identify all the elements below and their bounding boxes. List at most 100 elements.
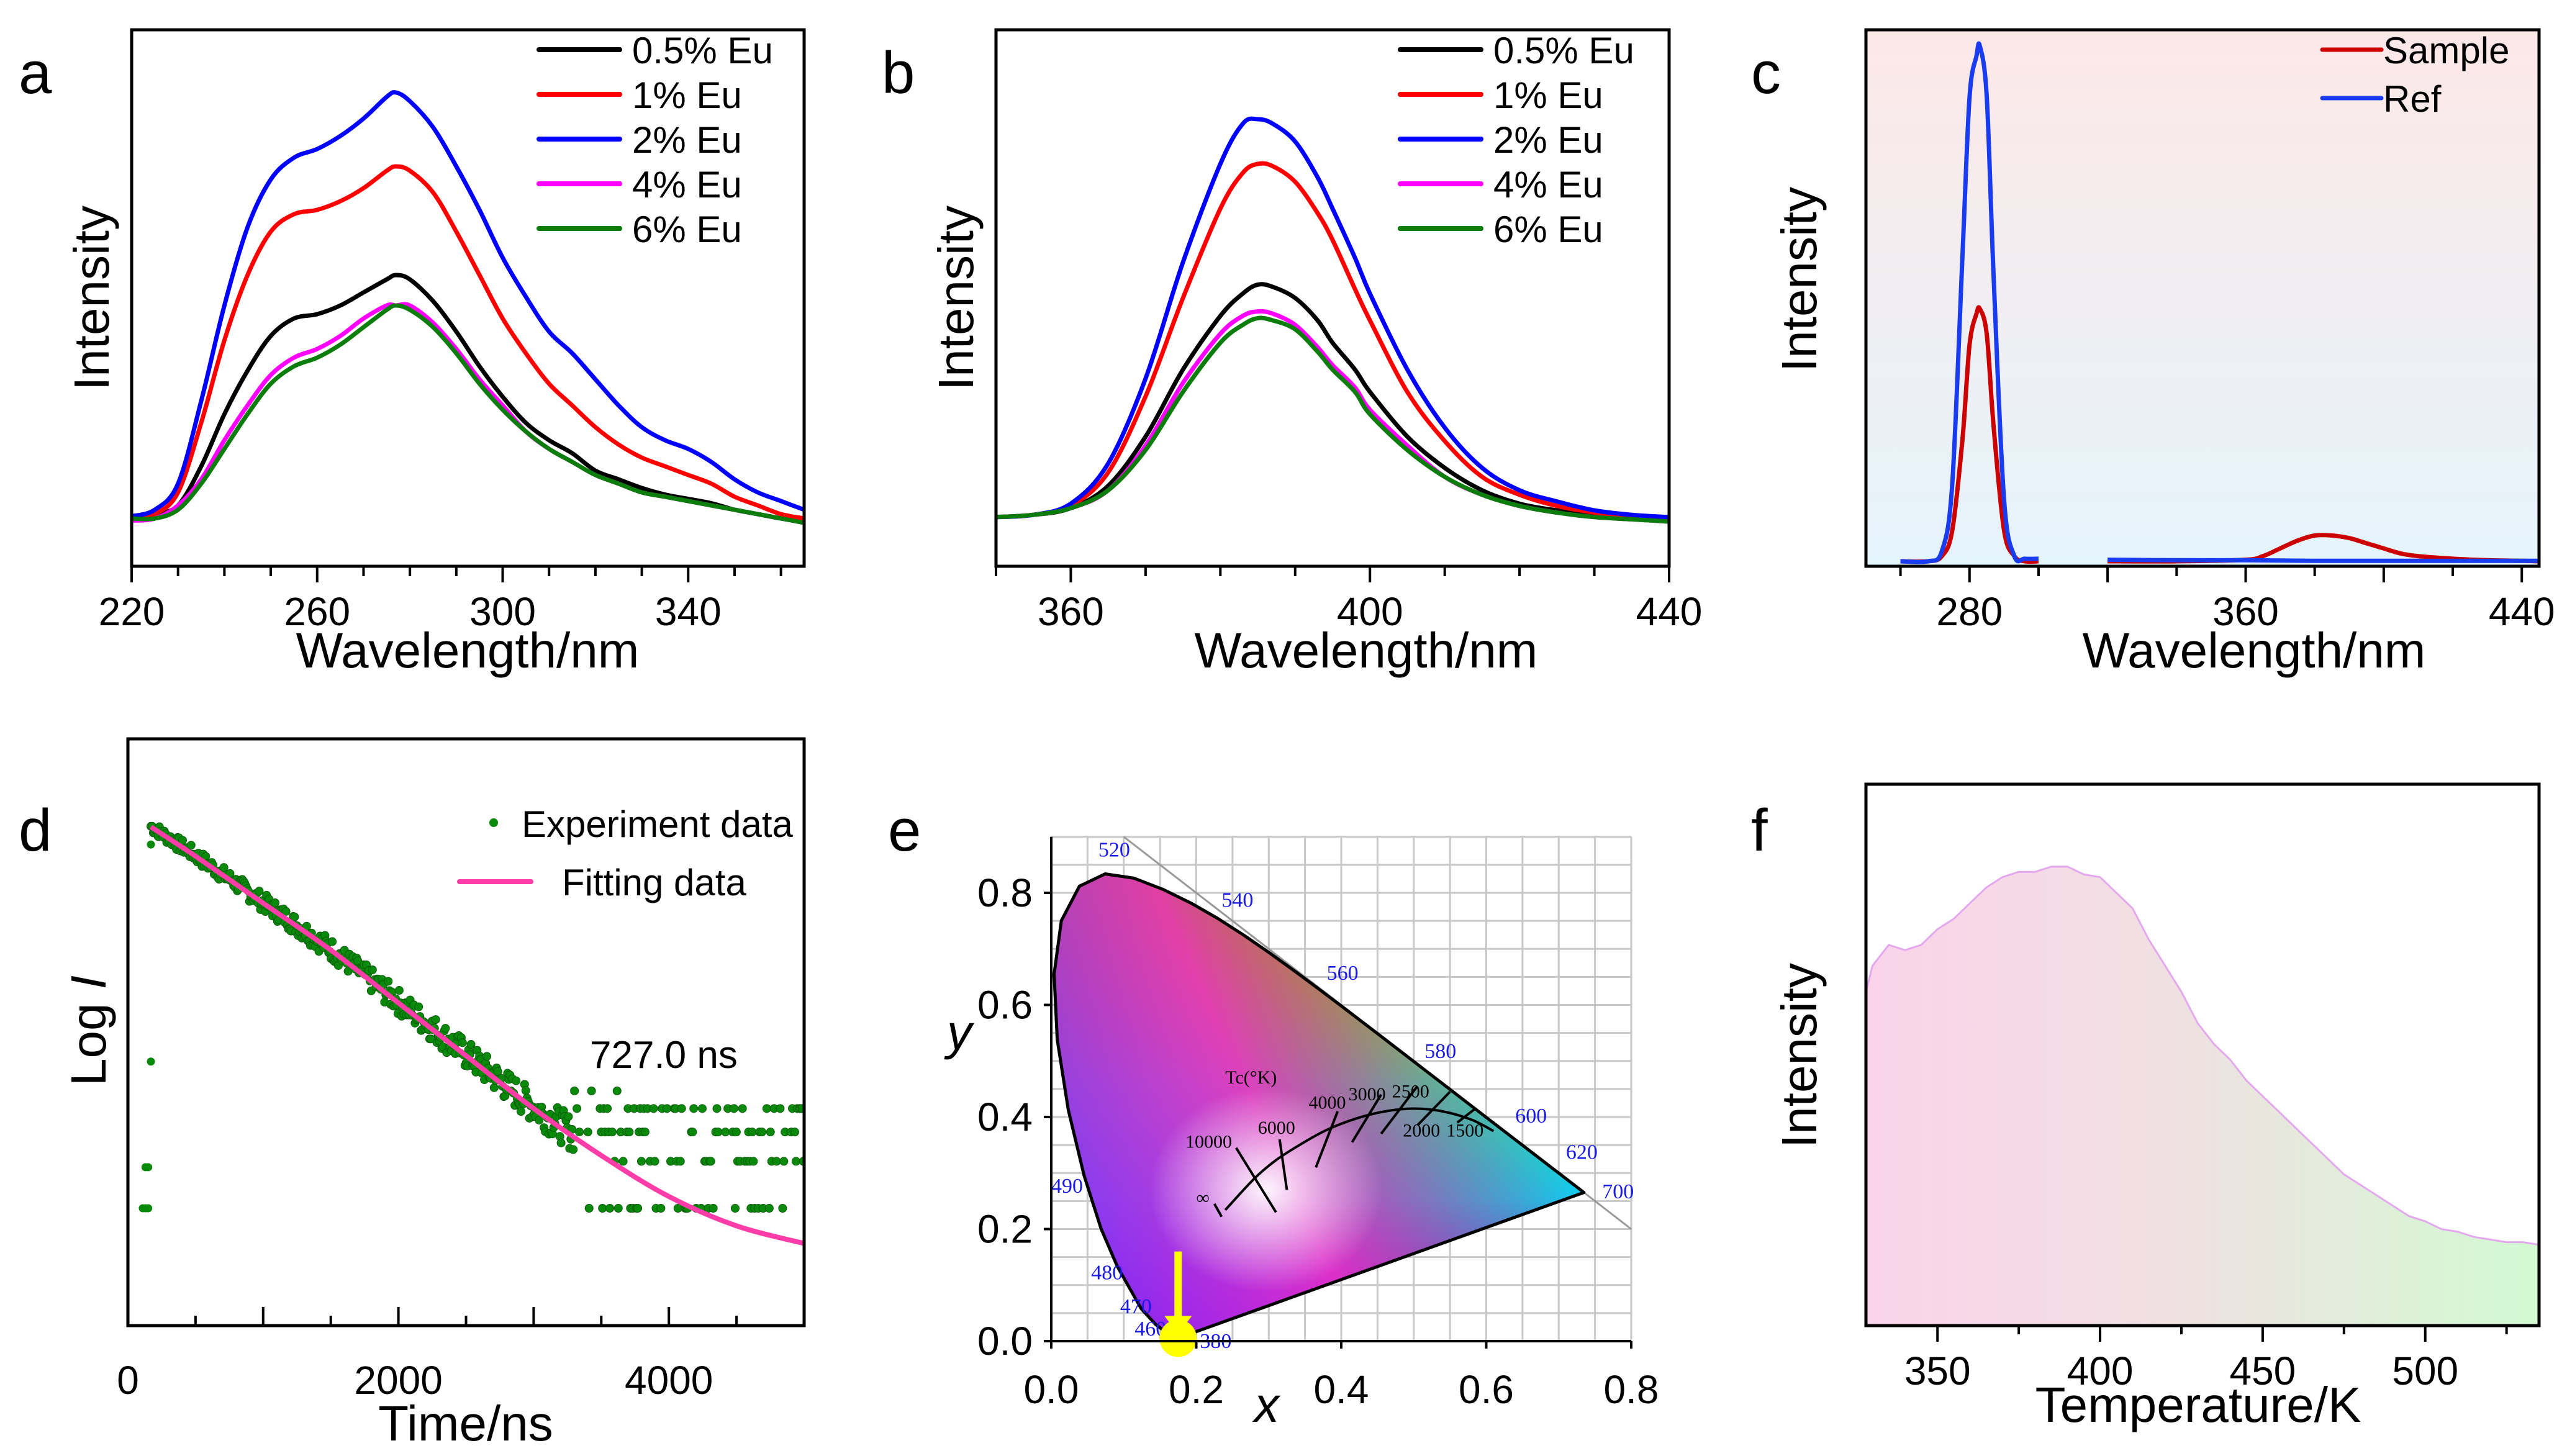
x-axis-title-d: Time/ns [378, 1396, 553, 1451]
experiment-point [612, 1087, 622, 1095]
series-line-ref [1900, 41, 2039, 564]
panel-label-e: e [888, 797, 921, 864]
experiment-point [255, 887, 264, 896]
cie-axes: 0.0 0.2 0.4 0.6 0.8 0.0 0.2 0.4 0.6 0.8 [977, 836, 1659, 1412]
plot-f-area [1865, 866, 2540, 1327]
experiment-point [791, 1157, 800, 1166]
panel-b: b 360 400 440 0.5% Eu1% Eu2% Eu4% Eu6% Eu … [882, 28, 1702, 678]
x-axis-ticks-b: 360 400 440 [995, 566, 1702, 634]
experiment-point [649, 1104, 658, 1113]
experiment-point [688, 1128, 697, 1137]
wavelength-label: 700 [1602, 1180, 1634, 1203]
experiment-point [730, 1204, 740, 1213]
experiment-point [706, 1157, 715, 1166]
cct-label: 2000 [1403, 1121, 1440, 1141]
cct-title: Tc(°K) [1225, 1067, 1277, 1088]
legend-label: 2% Eu [1493, 119, 1603, 161]
x-tick-label: 300 [469, 589, 536, 634]
experiment-point [394, 986, 404, 995]
series-line-1-eu [996, 161, 1669, 522]
experiment-point [516, 1107, 525, 1116]
plot-frame-c [1864, 28, 2541, 568]
experiment-point [328, 937, 337, 946]
experiment-point [270, 898, 279, 907]
experiment-point [147, 1057, 155, 1066]
experiment-point [598, 1204, 607, 1213]
experiment-point [144, 1204, 153, 1213]
experiment-point [564, 1112, 573, 1121]
wavelength-label: 480 [1091, 1262, 1123, 1285]
y-axis-title-e: y [944, 1005, 975, 1060]
y-axis-title-d-var: I [61, 975, 116, 989]
legend-c: Sample Ref [2320, 30, 2509, 120]
plot-c-series [1900, 41, 2539, 564]
experiment-point [766, 1128, 775, 1137]
experiment-point [569, 1145, 578, 1154]
x-tick-label: 400 [1337, 589, 1403, 634]
plot-a-series [132, 90, 804, 525]
legend-label: Sample [2383, 30, 2509, 71]
plot-frame-b [994, 28, 1671, 568]
experiment-point [353, 956, 363, 965]
wavelength-label: 620 [1566, 1141, 1598, 1164]
experiment-point [219, 863, 229, 872]
panel-a: a 220 260 300 340 0.5% Eu1% Eu2% Eu4% Eu6% … [19, 28, 806, 678]
legend-label: Experiment data [522, 803, 794, 845]
legend-label: 6% Eu [632, 209, 742, 250]
fitting-line [149, 825, 804, 1246]
x-axis-ticks-a: 220 260 300 340 [99, 566, 782, 634]
series-line-1-eu [132, 164, 804, 521]
plot-b-series [996, 116, 1669, 524]
experiment-point [281, 907, 291, 916]
isotemperature-line [1315, 1111, 1339, 1168]
x-tick-label: 360 [2212, 589, 2279, 634]
experiment-point [147, 840, 155, 849]
experiment-point [762, 1104, 771, 1113]
isotemperature-line [1351, 1093, 1382, 1143]
series-line-sample [1900, 305, 2039, 564]
experiment-point [656, 1204, 666, 1213]
experiment-point [779, 1157, 789, 1166]
experiment-point [636, 1157, 646, 1166]
experiment-point [521, 1086, 530, 1095]
experiment-point [466, 1040, 476, 1049]
cct-label: 2500 [1392, 1081, 1429, 1101]
x-tick-label: 0 [117, 1358, 139, 1403]
experiment-point [650, 1157, 659, 1166]
experiment-point [605, 1204, 615, 1213]
series-line-6-eu [132, 303, 804, 525]
legend-label: Ref [2383, 78, 2442, 120]
legend-a: 0.5% Eu1% Eu2% Eu4% Eu6% Eu [536, 30, 773, 250]
y-tick-label: 0.0 [977, 1319, 1033, 1363]
x-tick-label: 0.6 [1459, 1367, 1514, 1412]
experiment-point [535, 1116, 544, 1125]
experiment-point [721, 1128, 730, 1137]
series-group [996, 116, 1669, 524]
x-axis-title-c: Wavelength/nm [2083, 623, 2426, 678]
infinity-marker [1213, 1203, 1223, 1218]
panel-c: c 280 360 440 Sample Ref Wavelength/nm Inte… [1751, 28, 2555, 678]
legend-label: 4% Eu [1493, 164, 1603, 206]
x-tick-label: 360 [1038, 589, 1104, 634]
x-axis-ticks-c: 280 360 440 [1899, 566, 2555, 634]
wavelength-label: 470 [1120, 1295, 1152, 1318]
experiment-point [384, 977, 393, 986]
series-line-2-eu [996, 116, 1669, 520]
experiment-point [749, 1157, 758, 1166]
experiment-point [676, 1157, 685, 1166]
cie-locus-outline [1053, 872, 1586, 1341]
wavelength-label: 580 [1424, 1040, 1456, 1063]
experiment-point [178, 836, 187, 845]
legend-b: 0.5% Eu1% Eu2% Eu4% Eu6% Eu [1398, 30, 1634, 250]
y-tick-label: 0.6 [977, 983, 1033, 1028]
experiment-point [640, 1128, 650, 1137]
x-tick-label: 0.8 [1604, 1367, 1659, 1412]
plot-background-c [1866, 30, 2539, 566]
cct-label: 10000 [1185, 1132, 1232, 1152]
x-tick-label: 0.4 [1314, 1367, 1369, 1412]
wavelength-label: 520 [1098, 838, 1130, 861]
y-axis-title-a: Intensity [64, 206, 119, 391]
experiment-point [790, 1128, 799, 1137]
cct-label: 4000 [1308, 1092, 1346, 1113]
